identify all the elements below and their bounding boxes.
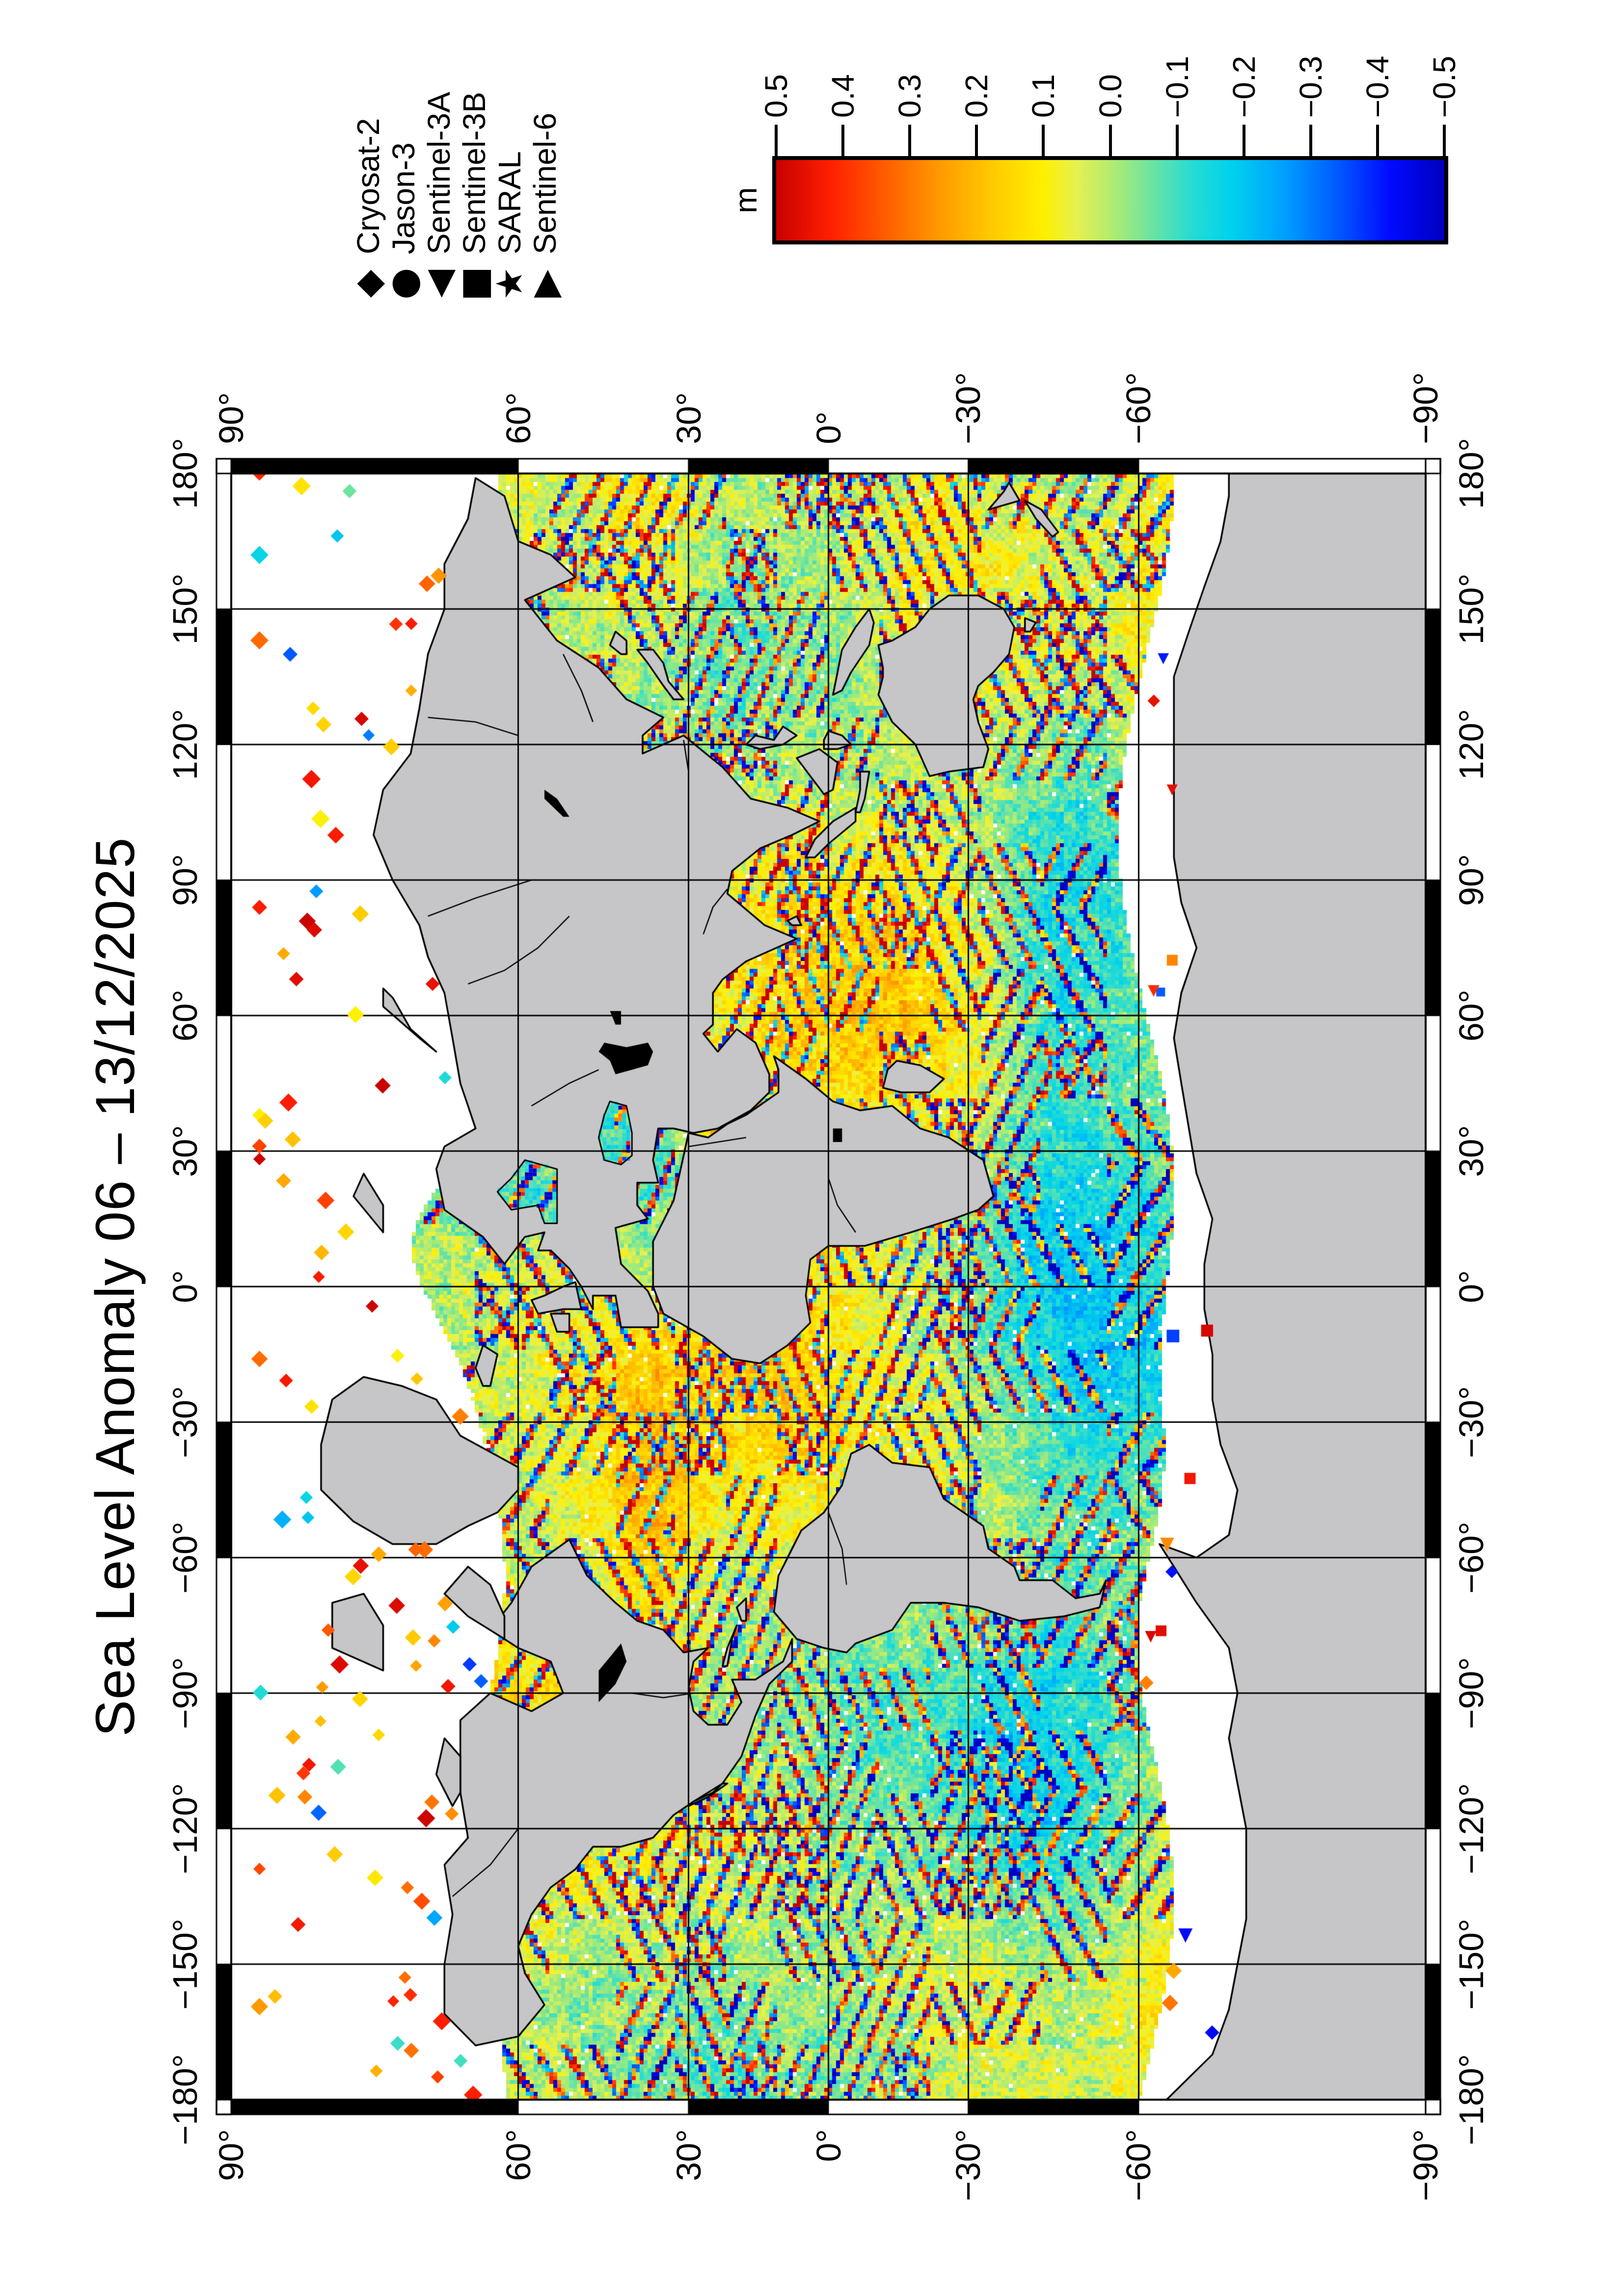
triangle-right-icon: ▶ bbox=[524, 269, 566, 298]
colorbar-tick-label: −0.5 bbox=[1427, 55, 1462, 118]
colorbar-tick bbox=[1309, 125, 1312, 156]
colorbar bbox=[772, 156, 1448, 244]
colorbar-tick bbox=[841, 125, 845, 156]
colorbar-tick-label: −0.2 bbox=[1226, 55, 1262, 118]
colorbar-tick-label: 0.1 bbox=[1026, 74, 1061, 118]
colorbar-tick-label: 0.2 bbox=[959, 74, 995, 118]
lat-axis-label-left: 90° bbox=[212, 2129, 251, 2181]
lon-axis-label-bottom: 120° bbox=[1452, 709, 1490, 780]
legend-item-cryosat-2: ◆ Cryosat-2 bbox=[347, 118, 389, 313]
colorbar-tick bbox=[1042, 125, 1045, 156]
lat-axis-label-right: −90° bbox=[1406, 372, 1445, 444]
lat-axis-label-left: −60° bbox=[1119, 2129, 1158, 2201]
lon-axis-label-top: 120° bbox=[166, 709, 204, 780]
lat-axis-label-right: 0° bbox=[809, 411, 848, 444]
legend-item-label: Jason-3 bbox=[386, 142, 421, 254]
lat-axis-label-left: 30° bbox=[669, 2129, 708, 2181]
colorbar-tick-label: −0.3 bbox=[1293, 55, 1328, 118]
colorbar-tick bbox=[1175, 125, 1179, 156]
lon-axis-label-top: 90° bbox=[166, 854, 204, 906]
lat-axis-label-right: 60° bbox=[499, 392, 538, 444]
triangle-left-icon: ◀ bbox=[418, 269, 460, 298]
legend-item-jason-3: ● Jason-3 bbox=[382, 142, 425, 313]
lon-axis-label-top: −30° bbox=[166, 1386, 204, 1458]
colorbar-tick-label: −0.1 bbox=[1159, 55, 1195, 118]
lat-axis-label-left: −30° bbox=[949, 2129, 988, 2201]
diamond-icon: ◆ bbox=[347, 269, 389, 298]
legend-item-sentinel-3a: ◀ Sentinel-3A bbox=[418, 92, 460, 313]
legend-item-saral: ★ SARAL bbox=[488, 151, 531, 313]
lon-axis-label-top: 150° bbox=[166, 573, 204, 645]
colorbar-tick-label: 0.0 bbox=[1092, 74, 1128, 118]
star-icon: ★ bbox=[488, 267, 531, 300]
lon-axis-label-top: 0° bbox=[166, 1270, 204, 1303]
lon-axis-label-bottom: 150° bbox=[1452, 573, 1490, 645]
lon-axis-label-bottom: −60° bbox=[1452, 1522, 1490, 1594]
colorbar-tick bbox=[975, 125, 978, 156]
colorbar-tick-label: 0.3 bbox=[892, 74, 928, 118]
circle-icon: ● bbox=[382, 267, 425, 300]
lon-axis-label-top: 60° bbox=[166, 989, 204, 1042]
lon-axis-label-top: −180° bbox=[166, 2054, 204, 2145]
colorbar-tick bbox=[1242, 125, 1245, 156]
legend-item-label: Sentinel-3B bbox=[457, 92, 492, 254]
lon-axis-label-top: −120° bbox=[166, 1783, 204, 1874]
lon-axis-label-bottom: −180° bbox=[1452, 2054, 1490, 2145]
colorbar-tick-label: 0.4 bbox=[825, 74, 861, 118]
lon-axis-label-bottom: −150° bbox=[1452, 1919, 1490, 2010]
colorbar-tick bbox=[1109, 125, 1112, 156]
colorbar-tick bbox=[1443, 125, 1446, 156]
lon-axis-label-bottom: 60° bbox=[1452, 989, 1490, 1042]
legend-item-label: Sentinel-3A bbox=[421, 92, 457, 254]
lon-axis-label-top: −90° bbox=[166, 1657, 204, 1730]
lat-axis-label-right: 30° bbox=[669, 392, 708, 444]
lon-axis-label-top: 30° bbox=[166, 1125, 204, 1177]
lon-axis-label-bottom: 30° bbox=[1452, 1125, 1490, 1177]
lon-axis-label-bottom: −30° bbox=[1452, 1386, 1490, 1458]
colorbar-tick bbox=[908, 125, 912, 156]
colorbar-tick-label: 0.5 bbox=[758, 74, 794, 118]
legend-item-sentinel-3b: ■ Sentinel-3B bbox=[453, 92, 495, 313]
page-title: Sea Level Anomaly 06 – 13/12/2025 bbox=[84, 837, 146, 1737]
lon-axis-label-top: 180° bbox=[166, 438, 204, 509]
colorbar-unit-label: m bbox=[728, 187, 763, 214]
lon-axis-label-bottom: −120° bbox=[1452, 1783, 1490, 1874]
lat-axis-label-left: 60° bbox=[499, 2129, 538, 2181]
lon-axis-label-bottom: 90° bbox=[1452, 854, 1490, 906]
lon-axis-label-bottom: −90° bbox=[1452, 1657, 1490, 1730]
lat-axis-label-right: 90° bbox=[212, 392, 251, 444]
legend-item-label: Sentinel-6 bbox=[527, 112, 563, 254]
colorbar-tick bbox=[1376, 125, 1379, 156]
lat-axis-label-left: 0° bbox=[809, 2129, 848, 2162]
colorbar-tick bbox=[775, 125, 778, 156]
legend-item-label: Cryosat-2 bbox=[351, 118, 386, 254]
lat-axis-label-right: −60° bbox=[1119, 372, 1158, 444]
legend-item-label: SARAL bbox=[492, 151, 527, 254]
legend-item-sentinel-6: ▶ Sentinel-6 bbox=[524, 112, 566, 313]
lat-axis-label-left: −90° bbox=[1406, 2129, 1445, 2201]
lon-axis-label-top: −60° bbox=[166, 1522, 204, 1594]
lon-axis-label-bottom: 0° bbox=[1452, 1270, 1490, 1303]
colorbar-tick-label: −0.4 bbox=[1359, 55, 1395, 118]
lat-axis-label-right: −30° bbox=[949, 372, 988, 444]
lon-axis-label-bottom: 180° bbox=[1452, 438, 1490, 509]
lon-axis-label-top: −150° bbox=[166, 1919, 204, 2010]
square-icon: ■ bbox=[453, 267, 495, 301]
